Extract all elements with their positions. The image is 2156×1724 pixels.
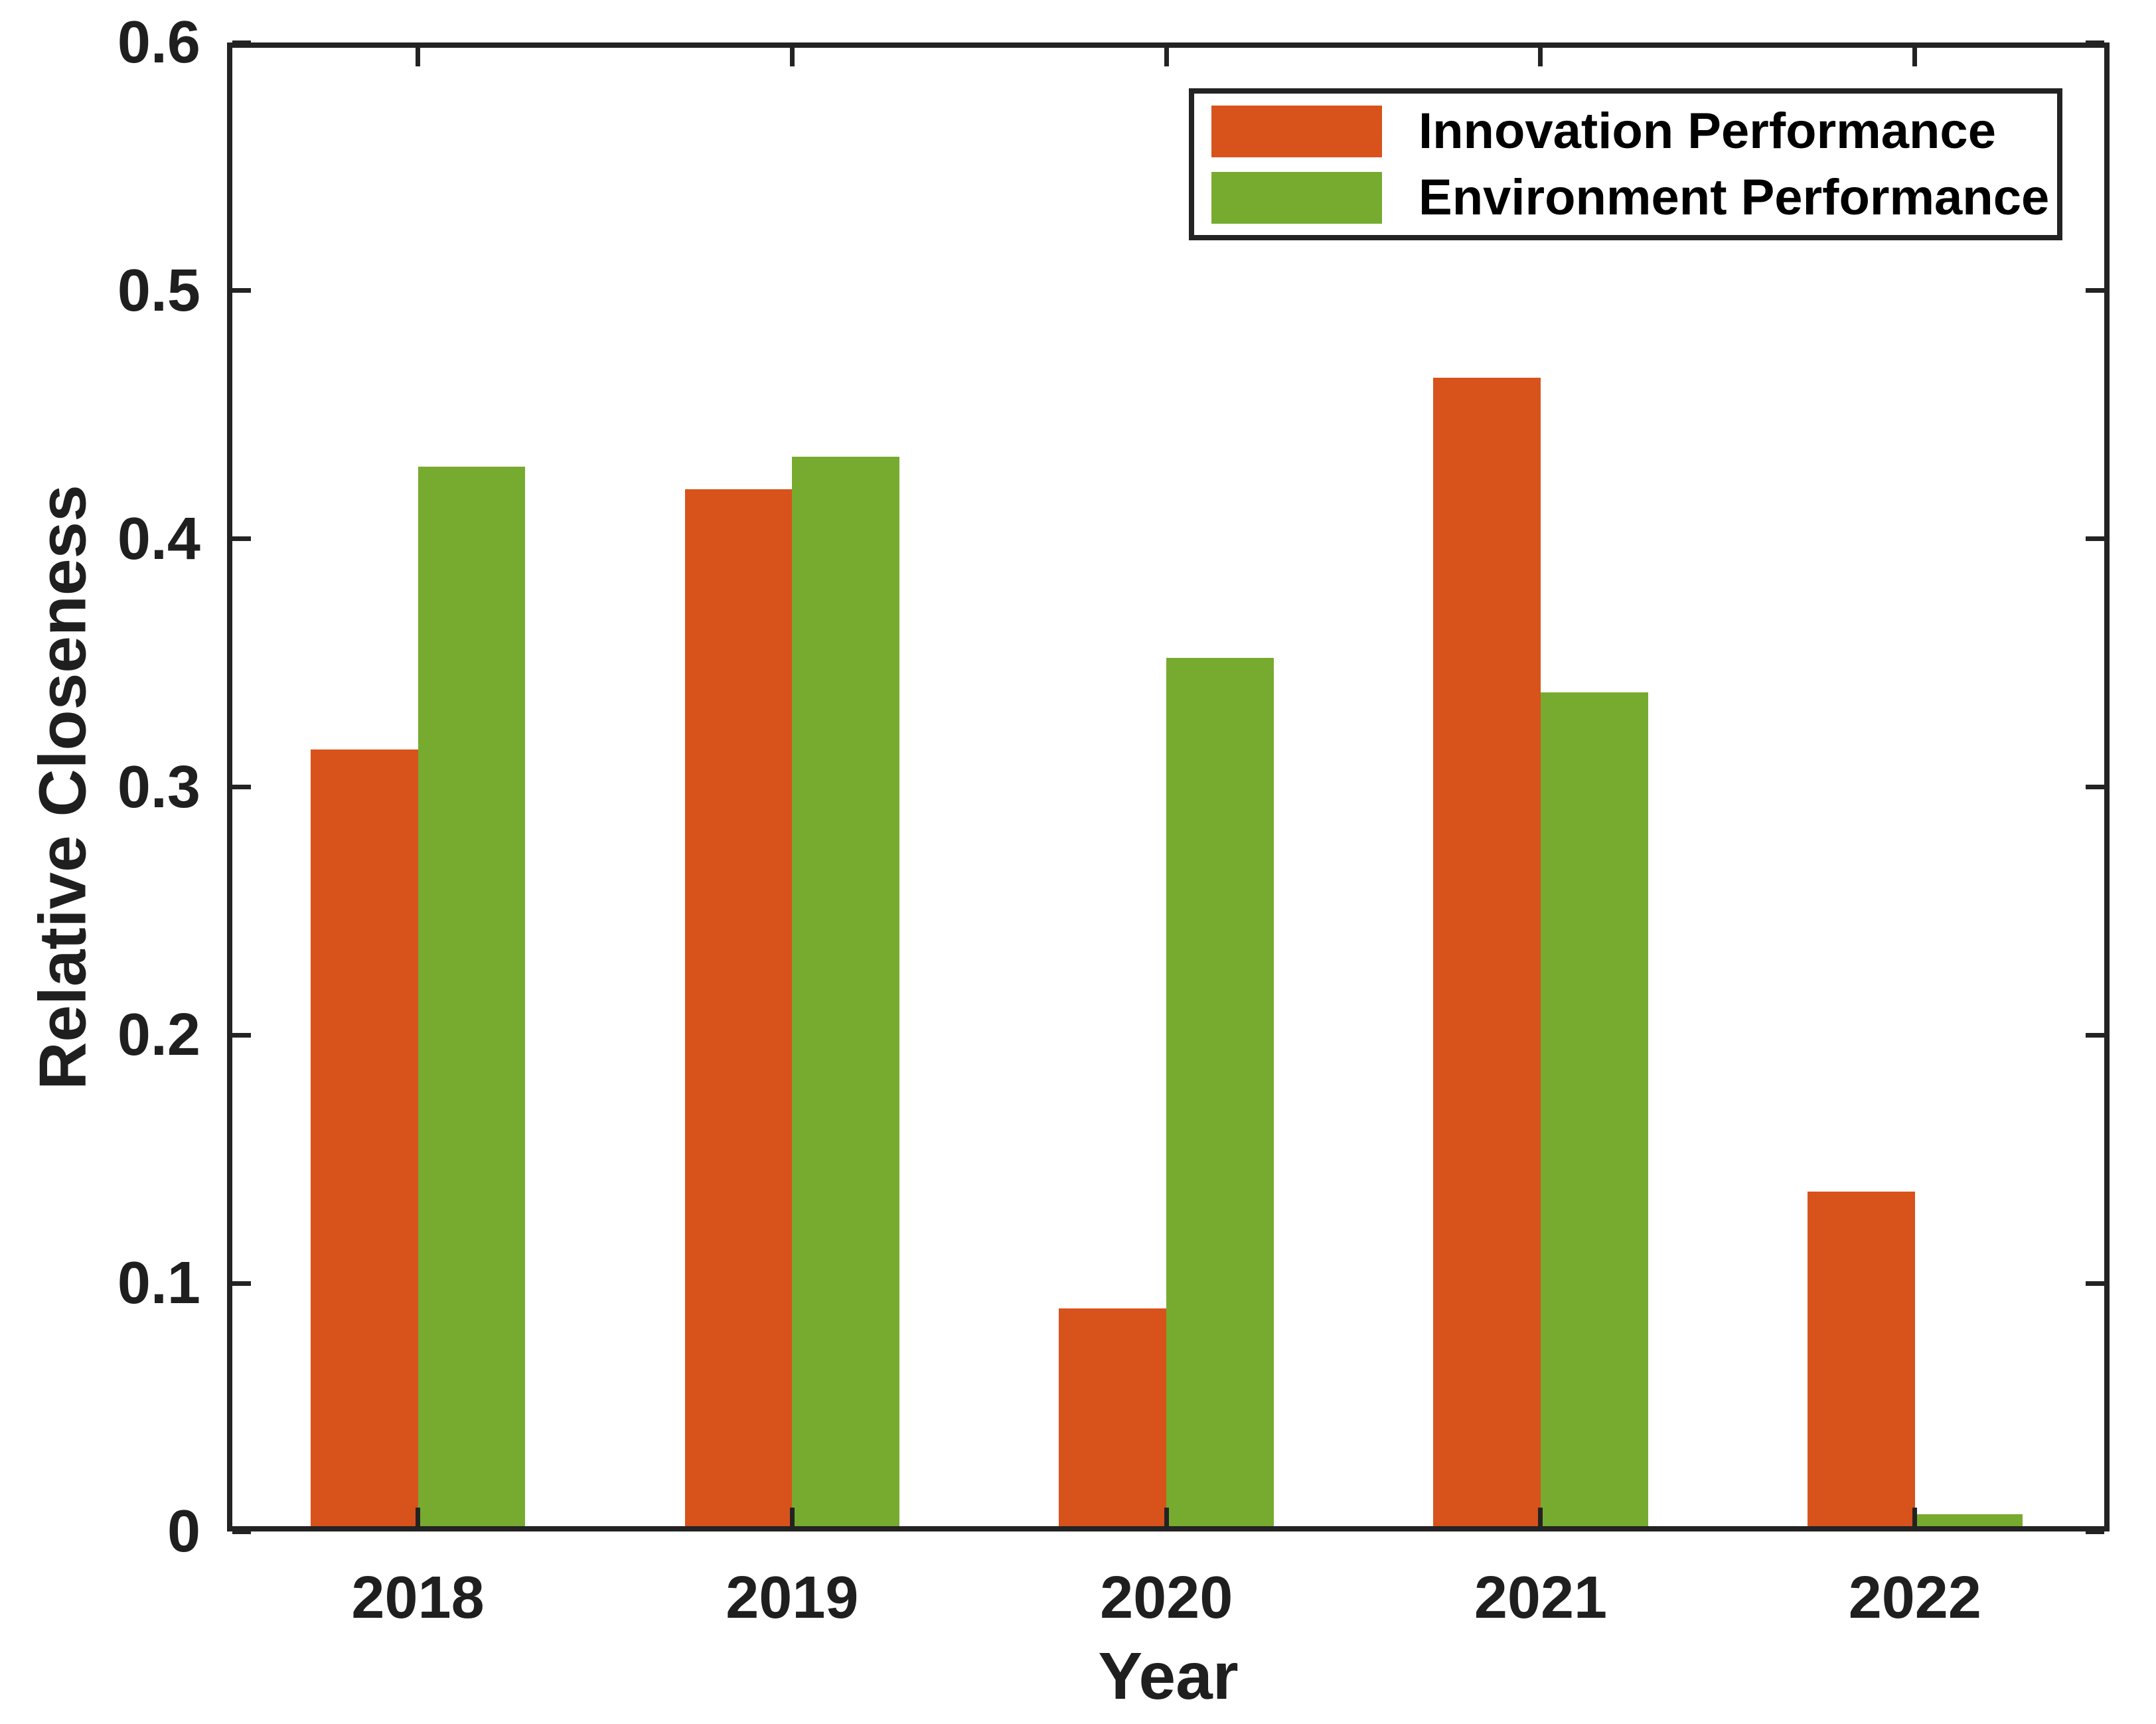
x-tick-label-2022: 2022 (1848, 1565, 1981, 1631)
y-tick-label-0.1: 0.1 (117, 1250, 200, 1317)
bar-environment-2021 (1540, 692, 1648, 1526)
x-tick-label-2019: 2019 (726, 1565, 859, 1631)
legend-label-environment: Environment Performance (1419, 169, 2050, 226)
y-tick-right-0.6 (2086, 40, 2104, 45)
y-tick-right-0.1 (2086, 1281, 2104, 1286)
y-tick-right-0.2 (2086, 1032, 2104, 1038)
legend-label-innovation: Innovation Performance (1419, 103, 1996, 159)
y-tick-label-0.3: 0.3 (117, 753, 200, 821)
bar-environment-2020 (1166, 658, 1274, 1526)
bar-innovation-2021 (1433, 377, 1541, 1526)
bar-innovation-2022 (1807, 1191, 1915, 1526)
bar-environment-2019 (792, 457, 900, 1526)
x-tick-bottom-2021 (1538, 1508, 1543, 1526)
y-tick-left-0.6 (232, 40, 251, 45)
x-tick-top-2019 (789, 48, 795, 66)
y-tick-label-0: 0 (167, 1498, 200, 1565)
y-tick-left-0.4 (232, 536, 251, 542)
x-tick-top-2020 (1164, 48, 1169, 66)
y-tick-left-0.5 (232, 288, 251, 293)
bar-innovation-2019 (684, 489, 793, 1526)
legend-entry-innovation: Innovation Performance (1211, 102, 2057, 160)
bar-innovation-2018 (310, 749, 418, 1526)
legend-swatch-environment (1211, 171, 1382, 224)
x-tick-bottom-2022 (1912, 1508, 1918, 1526)
x-tick-label-2018: 2018 (351, 1565, 485, 1631)
plot-area (227, 40, 2110, 1534)
legend: Innovation Performance Environment Perfo… (1189, 88, 2062, 240)
bar-innovation-2020 (1059, 1308, 1167, 1526)
y-tick-left-0.2 (232, 1032, 251, 1038)
legend-swatch-innovation (1211, 105, 1382, 157)
x-tick-top-2018 (416, 48, 421, 66)
y-tick-left-0 (232, 1529, 251, 1534)
x-axis-title: Year (1098, 1639, 1239, 1713)
x-tick-bottom-2018 (416, 1508, 421, 1526)
y-tick-right-0 (2086, 1529, 2104, 1534)
x-tick-label-2021: 2021 (1474, 1565, 1608, 1631)
x-tick-bottom-2019 (789, 1508, 795, 1526)
y-tick-right-0.4 (2086, 536, 2104, 542)
x-tick-top-2022 (1912, 48, 1918, 66)
y-tick-label-0.4: 0.4 (117, 505, 200, 572)
x-tick-top-2021 (1538, 48, 1543, 66)
y-tick-right-0.5 (2086, 288, 2104, 293)
legend-entry-environment: Environment Performance (1211, 169, 2057, 226)
y-tick-right-0.3 (2086, 785, 2104, 789)
y-tick-label-0.5: 0.5 (117, 257, 200, 324)
y-tick-label-0.2: 0.2 (117, 1002, 200, 1069)
y-tick-left-0.1 (232, 1281, 251, 1286)
y-tick-left-0.3 (232, 785, 251, 789)
bar-environment-2018 (418, 467, 526, 1526)
bar-environment-2022 (1914, 1514, 2023, 1526)
y-tick-label-0.6: 0.6 (117, 9, 200, 76)
x-tick-label-2020: 2020 (1100, 1565, 1233, 1631)
x-tick-bottom-2020 (1164, 1508, 1169, 1526)
